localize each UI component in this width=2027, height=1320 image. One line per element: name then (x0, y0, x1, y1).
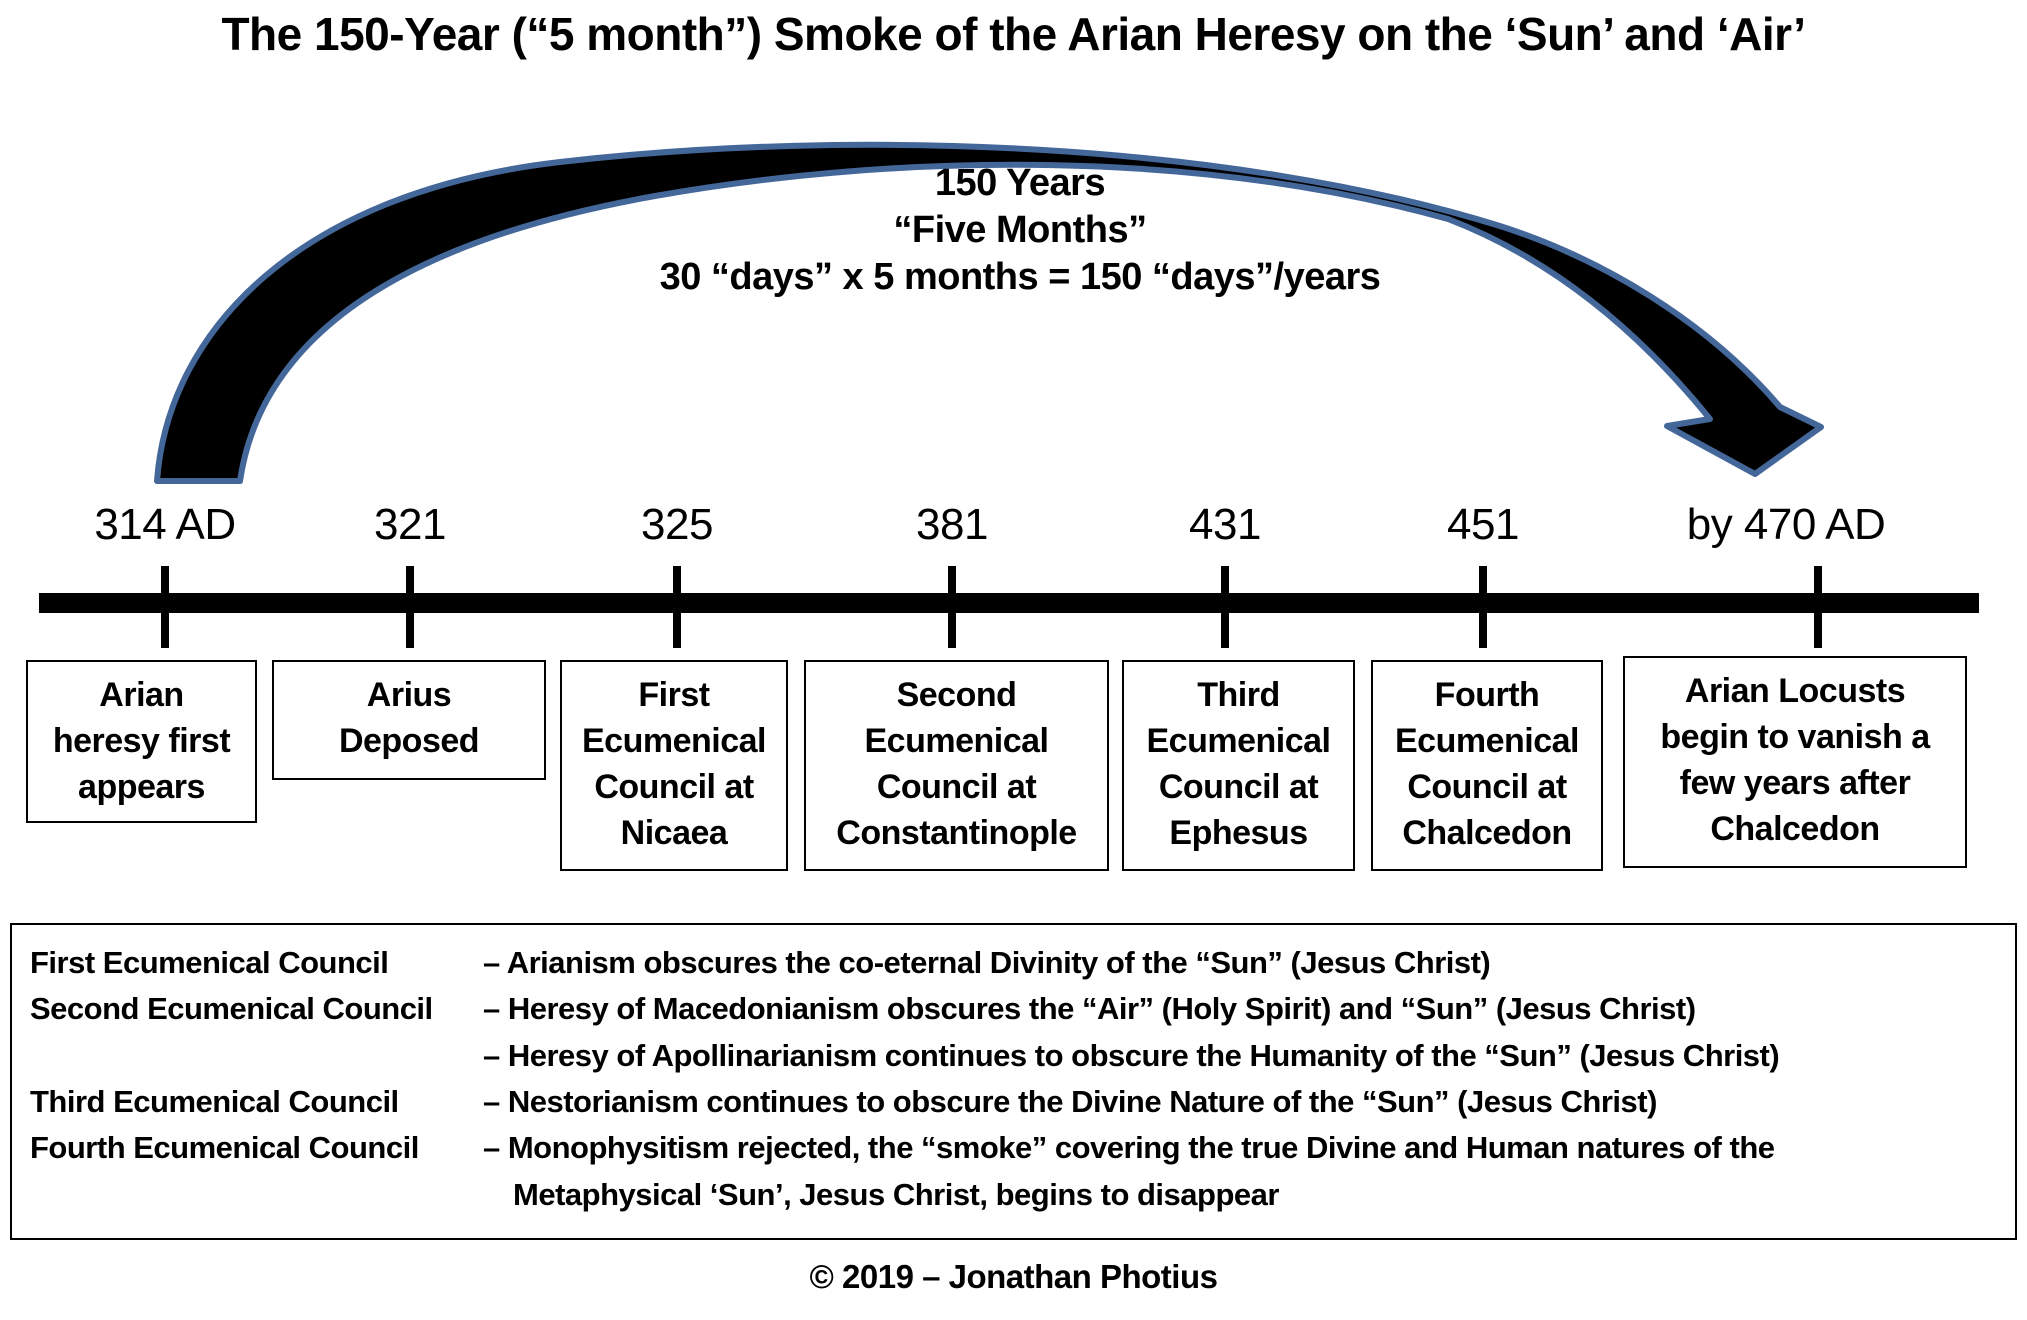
event-box-arian-heresy: Arian heresy first appears (26, 660, 257, 823)
legend-box: First Ecumenical Council – Arianism obsc… (10, 923, 2017, 1240)
date-label-451: 451 (1447, 500, 1519, 549)
legend-row: Second Ecumenical Council – Heresy of Ma… (30, 986, 2015, 1032)
legend-definition: – Monophysitism rejected, the “smoke” co… (483, 1130, 1775, 1166)
legend-term: Third Ecumenical Council (30, 1084, 399, 1120)
legend-definition: – Nestorianism continues to obscure the … (483, 1084, 1657, 1120)
curved-arrow-shape (154, 141, 1824, 484)
arc-caption-line-3: 30 “days” x 5 months = 150 “days”/years (659, 256, 1381, 298)
legend-row: – Heresy of Apollinarianism continues to… (30, 1033, 2015, 1079)
event-box-label: Arian heresy first appears (52, 676, 231, 806)
date-label-431: 431 (1189, 500, 1261, 549)
legend-row: Third Ecumenical Council – Nestorianism … (30, 1079, 2015, 1125)
legend-term: First Ecumenical Council (30, 945, 389, 981)
event-box-third-council: Third Ecumenical Council at Ephesus (1122, 660, 1355, 871)
event-box-label: First Ecumenical Council at Nicaea (582, 676, 766, 852)
curved-arrow (154, 141, 1824, 484)
event-box-second-council: Second Ecumenical Council at Constantino… (804, 660, 1109, 871)
timeline-tick-470 (1814, 566, 1822, 648)
arc-caption-line-1: 150 Years (934, 162, 1106, 204)
legend-row: First Ecumenical Council – Arianism obsc… (30, 940, 2015, 986)
legend-definition: – Heresy of Macedonianism obscures the “… (483, 991, 1696, 1027)
event-box-label: Fourth Ecumenical Council at Chalcedon (1395, 676, 1579, 852)
legend-row: Fourth Ecumenical Council – Monophysitis… (30, 1125, 2015, 1171)
timeline-tick-325 (673, 566, 681, 648)
timeline-tick-314 (161, 566, 169, 648)
event-box-label: Third Ecumenical Council at Ephesus (1146, 676, 1331, 852)
legend-term: Second Ecumenical Council (30, 991, 433, 1027)
date-label-381: 381 (916, 500, 988, 549)
date-label-314: 314 AD (94, 500, 236, 549)
legend-definition: – Heresy of Apollinarianism continues to… (483, 1037, 1780, 1073)
legend-definition: – Arianism obscures the co-eternal Divin… (483, 945, 1491, 981)
event-box-locusts-vanish: Arian Locusts begin to vanish a few year… (1623, 656, 1967, 868)
date-label-325: 325 (641, 500, 713, 549)
arc-caption: 150 Years “Five Months” 30 “days” x 5 mo… (520, 160, 1520, 301)
date-label-470: by 470 AD (1686, 500, 1886, 549)
copyright: © 2019 – Jonathan Photius (809, 1258, 1218, 1295)
event-box-fourth-council: Fourth Ecumenical Council at Chalcedon (1371, 660, 1603, 871)
timeline-tick-431 (1221, 566, 1229, 648)
timeline-tick-451 (1479, 566, 1487, 648)
event-box-label: Arius Deposed (338, 676, 480, 760)
page-title: The 150-Year (“5 month”) Smoke of the Ar… (221, 8, 1806, 60)
timeline-bar (39, 593, 1979, 613)
legend-row: Metaphysical ‘Sun’, Jesus Christ, begins… (30, 1171, 2015, 1217)
event-box-arius-deposed: Arius Deposed (272, 660, 546, 780)
legend-term: Fourth Ecumenical Council (30, 1130, 419, 1166)
arc-caption-line-2: “Five Months” (893, 209, 1147, 251)
event-box-label: Arian Locusts begin to vanish a few year… (1660, 672, 1930, 848)
timeline-tick-381 (948, 566, 956, 648)
event-box-first-council: First Ecumenical Council at Nicaea (560, 660, 788, 871)
timeline-tick-321 (406, 566, 414, 648)
event-box-label: Second Ecumenical Council at Constantino… (836, 676, 1077, 852)
legend-definition: Metaphysical ‘Sun’, Jesus Christ, begins… (513, 1176, 1279, 1212)
date-label-321: 321 (374, 500, 446, 549)
